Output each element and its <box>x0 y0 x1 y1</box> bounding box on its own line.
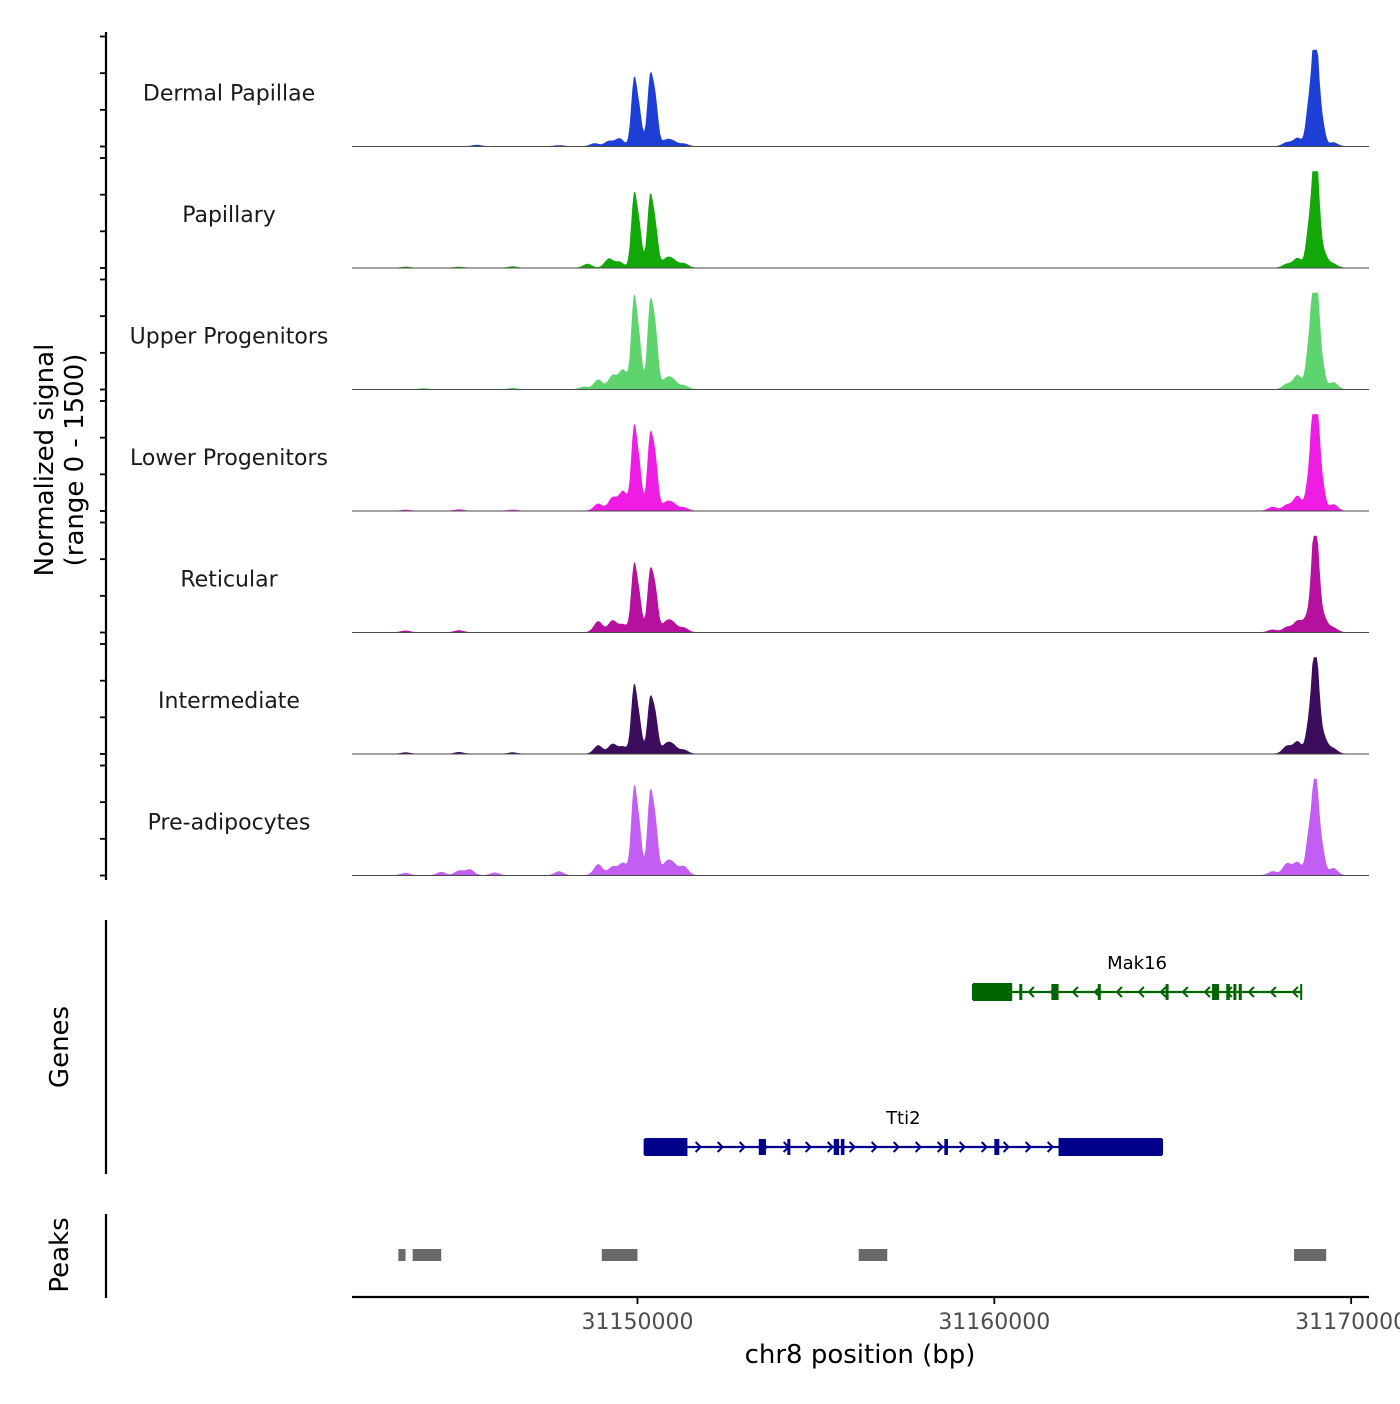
coverage-track-2-area <box>352 171 1369 268</box>
gene-Mak16-strand-arrow <box>1291 986 1299 998</box>
gene-Tti2-strand-arrow <box>958 1141 967 1153</box>
gene-Tti2-strand-arrow <box>1046 1141 1055 1153</box>
gene-Tti2-strand-arrow <box>892 1141 901 1153</box>
gene-Tti2-strand-arrow <box>716 1141 725 1153</box>
gene-Tti2-strand-arrow <box>870 1141 879 1153</box>
coverage-track-1-area <box>352 49 1369 147</box>
coverage-y-axis-range: (range 0 - 1500) <box>60 354 90 567</box>
peak-track <box>398 1249 1327 1261</box>
gene-Mak16-exon <box>1097 984 1101 1000</box>
gene-Tti2-strand-arrow <box>848 1141 857 1153</box>
peaks-track-title: Peaks <box>45 1217 75 1292</box>
coverage-track-4-label: Lower Progenitors <box>130 446 328 471</box>
gene-Tti2-strand-arrow <box>936 1141 945 1153</box>
peak-region-5 <box>1294 1249 1327 1261</box>
gene-Mak16-strand-arrow <box>1027 986 1035 998</box>
peak-region-3 <box>601 1249 638 1261</box>
gene-track: Mak16 Tti2 <box>643 953 1303 1156</box>
gene-Tti2-exon <box>787 1139 791 1155</box>
x-tick-label: 31170000 <box>1295 1310 1400 1335</box>
coverage-tracks: Dermal Papillae Papillary Upper Progenitor… <box>130 49 1369 876</box>
gene-Tti2-strand-arrow <box>1024 1141 1033 1153</box>
x-axis-title: chr8 position (bp) <box>745 1340 976 1370</box>
x-tick-label: 31160000 <box>938 1310 1050 1335</box>
coverage-track-5-area <box>352 535 1369 633</box>
gene-Tti2-exon <box>840 1139 845 1155</box>
gene-Tti2-label: Tti2 <box>885 1108 921 1129</box>
coverage-track-7-label: Pre-adipocytes <box>148 811 311 836</box>
gene-Mak16-strand-arrow <box>1115 986 1123 998</box>
gene-Mak16-strand-arrow <box>1247 986 1255 998</box>
gene-Tti2-strand-arrow <box>1002 1141 1011 1153</box>
gene-Tti2-exon <box>1058 1138 1163 1156</box>
coverage-track-4-area <box>352 414 1369 511</box>
gene-Mak16-exon <box>1019 984 1023 1000</box>
gene-Mak16-label: Mak16 <box>1107 953 1167 974</box>
coverage-track-5-label: Reticular <box>180 568 278 593</box>
coverage-track-3-area <box>352 292 1369 390</box>
gene-Tti2-exon <box>944 1139 948 1155</box>
gene-Tti2-strand-arrow <box>738 1141 747 1153</box>
x-tick-label: 31150000 <box>581 1310 693 1335</box>
peak-region-4 <box>858 1249 888 1261</box>
gene-Mak16-exon <box>1226 984 1230 1000</box>
peak-region-2 <box>412 1249 442 1261</box>
coverage-track-1-label: Dermal Papillae <box>143 82 315 107</box>
coverage-track-6-area <box>352 657 1369 754</box>
coverage-track-2-label: Papillary <box>182 203 276 228</box>
gene-Mak16-exon <box>1238 984 1242 1000</box>
gene-Mak16-strand-arrow <box>1137 986 1145 998</box>
gene-Mak16-strand-arrow <box>1159 986 1167 998</box>
coverage-track-6-label: Intermediate <box>158 689 300 714</box>
gene-Tti2-strand-arrow <box>980 1141 989 1153</box>
gene-Tti2-exon <box>758 1139 766 1155</box>
gene-Tti2-strand-arrow <box>826 1141 835 1153</box>
coverage-y-axis-title: Normalized signal <box>30 344 60 577</box>
gene-Tti2-strand-arrow <box>914 1141 923 1153</box>
gene-Mak16-exon <box>1233 984 1237 1000</box>
gene-Mak16-strand-arrow <box>1203 986 1211 998</box>
gene-Mak16-exon <box>1211 984 1220 1000</box>
peak-region-1 <box>398 1249 406 1261</box>
gene-Tti2-exon <box>994 1139 1000 1155</box>
gene-Mak16-strand-arrow <box>1181 986 1189 998</box>
gene-Mak16-strand-arrow <box>1269 986 1277 998</box>
gene-Mak16-strand-arrow <box>1071 986 1079 998</box>
genes-track-title: Genes <box>45 1006 75 1088</box>
gene-Tti2-strand-arrow <box>804 1141 813 1153</box>
gene-Mak16-exon <box>972 983 1013 1001</box>
gene-Tti2-strand-arrow <box>694 1141 703 1153</box>
coverage-track-7-area <box>352 778 1369 876</box>
gene-Tti2-exon <box>833 1139 840 1155</box>
gene-Tti2-exon <box>644 1138 688 1156</box>
gene-Mak16-exon <box>1165 984 1169 1000</box>
gene-Mak16-exon <box>1051 984 1059 1000</box>
coverage-y-ticks <box>100 35 106 877</box>
x-axis-ticks: 31150000 31160000 31170000 <box>581 1297 1400 1335</box>
coverage-track-3-label: Upper Progenitors <box>130 325 329 350</box>
